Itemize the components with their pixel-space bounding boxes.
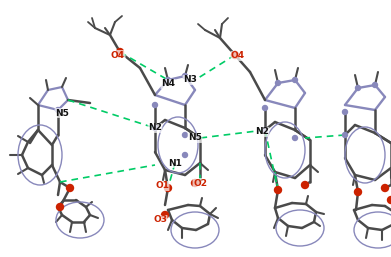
Text: N5: N5	[188, 133, 202, 142]
Text: N2: N2	[255, 127, 269, 136]
Circle shape	[343, 133, 348, 137]
Circle shape	[276, 80, 280, 86]
Circle shape	[292, 135, 298, 141]
Circle shape	[387, 197, 391, 204]
Circle shape	[274, 187, 282, 194]
Text: O4: O4	[111, 50, 125, 60]
Circle shape	[262, 127, 267, 133]
Text: N4: N4	[161, 79, 175, 88]
Circle shape	[192, 179, 199, 187]
Circle shape	[56, 107, 61, 113]
Circle shape	[301, 181, 308, 188]
Text: O1: O1	[155, 181, 169, 190]
Text: O4: O4	[231, 51, 245, 60]
Circle shape	[165, 185, 172, 191]
Circle shape	[292, 78, 298, 82]
Circle shape	[165, 78, 170, 82]
Circle shape	[355, 188, 362, 196]
Circle shape	[343, 109, 348, 115]
Circle shape	[355, 86, 361, 90]
Text: N1: N1	[168, 159, 182, 168]
Circle shape	[152, 125, 158, 131]
Text: N3: N3	[183, 76, 197, 85]
Circle shape	[57, 204, 63, 210]
Circle shape	[262, 106, 267, 111]
Circle shape	[183, 152, 188, 158]
Circle shape	[373, 82, 377, 87]
Circle shape	[117, 49, 124, 56]
Text: O3: O3	[153, 216, 167, 225]
Circle shape	[161, 212, 169, 218]
Circle shape	[152, 103, 158, 107]
Text: N2: N2	[148, 124, 162, 133]
Text: N5: N5	[55, 108, 69, 117]
Circle shape	[231, 51, 239, 59]
Circle shape	[382, 185, 389, 191]
Circle shape	[183, 74, 188, 78]
Circle shape	[183, 133, 188, 137]
Text: O2: O2	[193, 179, 207, 188]
Circle shape	[66, 185, 74, 191]
